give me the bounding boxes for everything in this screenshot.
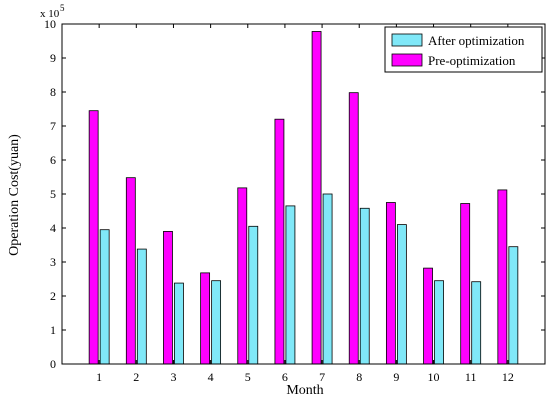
bar-after-month-4 — [211, 280, 222, 365]
x-tick-label: 10 — [428, 370, 440, 384]
legend-swatch — [391, 33, 423, 47]
x-tick-label: 6 — [282, 370, 288, 384]
x-tick-label: 5 — [245, 370, 251, 384]
y-tick-label: 3 — [50, 255, 56, 269]
x-tick-label: 8 — [356, 370, 362, 384]
x-tick-label: 11 — [465, 370, 477, 384]
bar-pre-month-8 — [348, 92, 359, 365]
bar-after-month-2 — [136, 248, 147, 365]
x-tick-label: 12 — [502, 370, 514, 384]
y-tick-label: 1 — [50, 323, 56, 337]
legend-entry: Pre-optimization — [428, 53, 516, 68]
bar-pre-month-11 — [460, 203, 471, 365]
y-tick-label: 7 — [50, 119, 56, 133]
y-multiplier-label: x 10 — [40, 8, 60, 20]
bar-after-month-10 — [434, 280, 444, 365]
bar-pre-month-5 — [237, 187, 248, 365]
y-tick-label: 6 — [50, 153, 56, 167]
bar-pre-month-1 — [88, 110, 99, 365]
bar-pre-month-4 — [200, 272, 211, 365]
bar-pre-month-6 — [274, 118, 285, 365]
y-multiplier-exponent: 5 — [60, 3, 65, 13]
bar-after-month-8 — [359, 207, 370, 365]
bar-after-month-11 — [471, 281, 482, 365]
x-axis-label: Month — [286, 383, 323, 398]
y-tick-label: 8 — [50, 85, 56, 99]
y-tick-label: 0 — [50, 357, 56, 371]
legend-entry: After optimization — [428, 33, 525, 48]
bar-after-month-5 — [248, 225, 259, 365]
bar-pre-month-3 — [163, 230, 173, 365]
y-tick-label: 9 — [50, 51, 56, 65]
x-tick-label: 1 — [96, 370, 102, 384]
legend: After optimization Pre-optimization — [384, 26, 543, 73]
y-tick-label: 5 — [50, 187, 56, 201]
legend-swatch — [391, 53, 423, 67]
bar-pre-month-2 — [125, 177, 136, 365]
bar-pre-month-9 — [385, 202, 396, 365]
bar-after-month-3 — [174, 282, 184, 365]
y-axis: 0 1 2 3 4 5 6 7 8 9 10 — [44, 17, 545, 371]
bar-pre-month-7 — [311, 31, 322, 365]
x-axis: 1 2 3 4 5 6 7 8 9 10 11 12 — [96, 24, 514, 384]
bar-pre-month-12 — [497, 189, 508, 365]
y-tick-label: 2 — [50, 289, 56, 303]
y-tick-label: 4 — [50, 221, 56, 235]
bar-after-month-6 — [285, 205, 296, 365]
y-axis-label: Operation Cost(yuan) — [7, 134, 22, 256]
bar-after-month-9 — [396, 224, 407, 365]
x-tick-label: 2 — [133, 370, 139, 384]
bar-after-month-7 — [322, 193, 333, 365]
x-tick-label: 9 — [393, 370, 399, 384]
x-tick-label: 7 — [319, 370, 325, 384]
bars-group — [88, 31, 519, 365]
x-tick-label: 4 — [208, 370, 214, 384]
x-tick-label: 3 — [170, 370, 176, 384]
bar-after-month-1 — [99, 229, 110, 365]
bar-pre-month-10 — [423, 267, 433, 365]
bar-after-month-12 — [508, 246, 519, 365]
y-tick-label: 10 — [44, 17, 56, 31]
